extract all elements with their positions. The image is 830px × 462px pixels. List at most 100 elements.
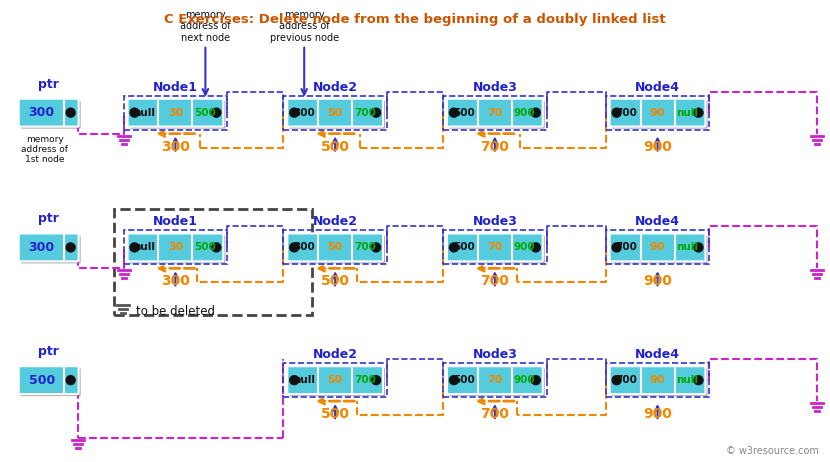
Text: 70: 70 xyxy=(487,243,502,252)
Circle shape xyxy=(531,243,540,252)
Text: 700: 700 xyxy=(616,243,637,252)
Bar xyxy=(283,363,387,397)
FancyBboxPatch shape xyxy=(449,368,544,396)
FancyBboxPatch shape xyxy=(19,233,79,261)
Text: memory
address of
previous node: memory address of previous node xyxy=(270,10,339,43)
Circle shape xyxy=(613,376,621,385)
FancyBboxPatch shape xyxy=(612,236,707,263)
Text: 700: 700 xyxy=(616,108,637,118)
Text: 300: 300 xyxy=(28,106,55,119)
Text: 50: 50 xyxy=(328,375,343,385)
Text: 700: 700 xyxy=(481,274,510,288)
Bar xyxy=(283,96,387,130)
Text: 300: 300 xyxy=(161,274,190,288)
Text: null: null xyxy=(676,108,699,118)
Circle shape xyxy=(694,243,703,252)
Text: 700: 700 xyxy=(354,243,376,252)
Circle shape xyxy=(372,108,381,117)
Text: 500: 500 xyxy=(453,108,475,118)
Text: Node2: Node2 xyxy=(313,215,358,228)
FancyBboxPatch shape xyxy=(289,236,385,263)
FancyBboxPatch shape xyxy=(129,236,226,263)
Text: 70: 70 xyxy=(487,375,502,385)
Text: 500: 500 xyxy=(320,140,349,153)
Text: 500: 500 xyxy=(28,374,55,387)
Bar xyxy=(606,231,710,264)
Text: 500: 500 xyxy=(194,243,217,252)
Text: Node1: Node1 xyxy=(153,215,198,228)
Text: 300: 300 xyxy=(293,108,315,118)
Circle shape xyxy=(531,108,540,117)
FancyBboxPatch shape xyxy=(612,101,707,128)
Bar xyxy=(443,96,547,130)
Bar xyxy=(443,363,547,397)
Text: 500: 500 xyxy=(320,274,349,288)
FancyBboxPatch shape xyxy=(449,101,544,128)
Text: Node4: Node4 xyxy=(635,81,680,94)
Text: null: null xyxy=(293,375,315,385)
Circle shape xyxy=(66,376,76,385)
Text: null: null xyxy=(134,243,155,252)
Text: 900: 900 xyxy=(643,274,672,288)
Text: 90: 90 xyxy=(650,375,666,385)
Circle shape xyxy=(130,243,139,252)
FancyBboxPatch shape xyxy=(19,366,79,394)
Text: 90: 90 xyxy=(650,243,666,252)
Text: 900: 900 xyxy=(514,108,535,118)
Text: 90: 90 xyxy=(650,108,666,118)
Text: 900: 900 xyxy=(514,375,535,385)
Circle shape xyxy=(130,108,139,117)
Bar xyxy=(283,231,387,264)
FancyBboxPatch shape xyxy=(287,366,383,394)
Circle shape xyxy=(694,376,703,385)
Text: Node4: Node4 xyxy=(635,215,680,228)
Text: 900: 900 xyxy=(643,407,672,421)
FancyBboxPatch shape xyxy=(128,233,223,261)
FancyBboxPatch shape xyxy=(447,366,543,394)
Circle shape xyxy=(372,243,381,252)
Bar xyxy=(124,231,227,264)
Bar xyxy=(124,96,227,130)
Text: C Exercises: Delete node from the beginning of a doubly linked list: C Exercises: Delete node from the beginn… xyxy=(164,13,666,26)
Text: Node3: Node3 xyxy=(472,348,517,361)
Circle shape xyxy=(613,243,621,252)
FancyBboxPatch shape xyxy=(21,101,81,128)
Circle shape xyxy=(449,376,458,385)
FancyBboxPatch shape xyxy=(610,366,706,394)
Circle shape xyxy=(694,108,703,117)
FancyBboxPatch shape xyxy=(447,233,543,261)
Text: 700: 700 xyxy=(481,140,510,153)
Circle shape xyxy=(449,108,458,117)
Text: 500: 500 xyxy=(453,375,475,385)
Circle shape xyxy=(66,243,76,252)
Bar xyxy=(114,209,312,315)
Text: null: null xyxy=(676,243,699,252)
Text: 300: 300 xyxy=(161,140,190,153)
Text: 30: 30 xyxy=(168,243,183,252)
FancyBboxPatch shape xyxy=(449,236,544,263)
Circle shape xyxy=(531,376,540,385)
Bar xyxy=(606,96,710,130)
Text: memory
address of
next node: memory address of next node xyxy=(180,10,231,43)
Circle shape xyxy=(66,108,76,117)
Circle shape xyxy=(290,376,299,385)
Text: 50: 50 xyxy=(328,108,343,118)
Text: null: null xyxy=(134,108,155,118)
Text: 700: 700 xyxy=(354,108,376,118)
Text: 300: 300 xyxy=(293,243,315,252)
FancyBboxPatch shape xyxy=(21,368,81,396)
Text: memory
address of
1st node: memory address of 1st node xyxy=(22,134,68,164)
Circle shape xyxy=(212,108,221,117)
Text: 500: 500 xyxy=(453,243,475,252)
Circle shape xyxy=(449,243,458,252)
Text: 700: 700 xyxy=(354,375,376,385)
Circle shape xyxy=(290,108,299,117)
FancyBboxPatch shape xyxy=(21,236,81,263)
Text: null: null xyxy=(676,375,699,385)
FancyBboxPatch shape xyxy=(610,233,706,261)
Text: Node1: Node1 xyxy=(153,81,198,94)
Text: ptr: ptr xyxy=(38,345,59,358)
FancyBboxPatch shape xyxy=(289,101,385,128)
Bar xyxy=(443,231,547,264)
FancyBboxPatch shape xyxy=(287,99,383,127)
